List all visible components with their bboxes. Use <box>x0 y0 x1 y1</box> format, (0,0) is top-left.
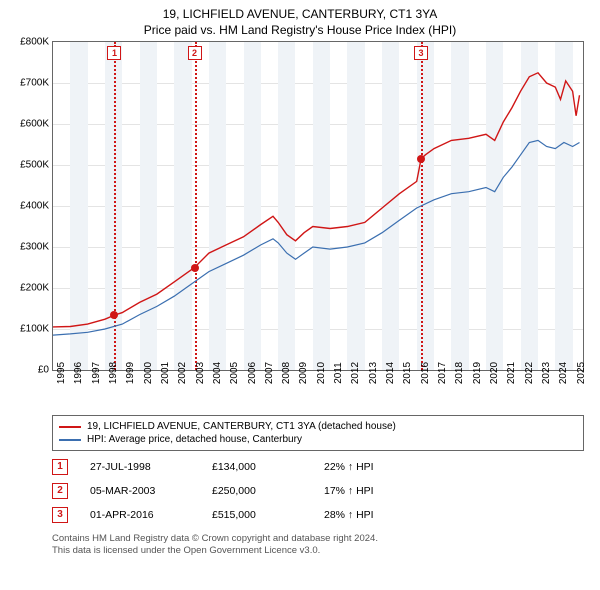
chart-subtitle: Price paid vs. HM Land Registry's House … <box>8 23 592 37</box>
x-axis-label: 2008 <box>281 362 292 384</box>
x-axis-label: 2023 <box>541 362 552 384</box>
x-axis-label: 2006 <box>247 362 258 384</box>
x-axis-label: 2001 <box>160 362 171 384</box>
legend-swatch <box>59 439 81 441</box>
x-axis-label: 2005 <box>229 362 240 384</box>
x-axis-label: 2015 <box>402 362 413 384</box>
y-axis-label: £700K <box>20 78 53 89</box>
x-axis-label: 1997 <box>91 362 102 384</box>
x-axis-label: 2007 <box>264 362 275 384</box>
legend-swatch <box>59 426 81 428</box>
x-axis-label: 2004 <box>212 362 223 384</box>
event-price: £250,000 <box>212 485 302 497</box>
event-row: 3 01-APR-2016 £515,000 28% ↑ HPI <box>52 503 584 527</box>
x-axis-labels: 1995199619971998199920002001200220032004… <box>52 371 584 409</box>
event-hpi: 28% ↑ HPI <box>324 509 584 521</box>
legend: 19, LICHFIELD AVENUE, CANTERBURY, CT1 3Y… <box>52 415 584 451</box>
y-axis-label: £800K <box>20 37 53 48</box>
event-row: 2 05-MAR-2003 £250,000 17% ↑ HPI <box>52 479 584 503</box>
series-line <box>53 73 580 327</box>
x-axis-label: 2014 <box>385 362 396 384</box>
page-root: 19, LICHFIELD AVENUE, CANTERBURY, CT1 3Y… <box>0 0 600 590</box>
series-svg <box>53 42 583 370</box>
events-table: 1 27-JUL-1998 £134,000 22% ↑ HPI 2 05-MA… <box>52 455 584 527</box>
event-badge: 1 <box>52 459 68 475</box>
legend-label: 19, LICHFIELD AVENUE, CANTERBURY, CT1 3Y… <box>87 421 396 432</box>
y-axis-label: £600K <box>20 119 53 130</box>
footer-line: Contains HM Land Registry data © Crown c… <box>52 533 584 545</box>
x-axis-label: 2025 <box>576 362 587 384</box>
x-axis-label: 2011 <box>333 362 344 384</box>
event-date: 01-APR-2016 <box>90 509 190 521</box>
x-axis-label: 2022 <box>524 362 535 384</box>
event-badge: 2 <box>52 483 68 499</box>
x-axis-label: 1999 <box>125 362 136 384</box>
legend-item: HPI: Average price, detached house, Cant… <box>59 433 577 446</box>
event-price: £134,000 <box>212 461 302 473</box>
x-axis-label: 2002 <box>177 362 188 384</box>
event-row: 1 27-JUL-1998 £134,000 22% ↑ HPI <box>52 455 584 479</box>
event-date: 27-JUL-1998 <box>90 461 190 473</box>
event-hpi: 17% ↑ HPI <box>324 485 584 497</box>
chart-title: 19, LICHFIELD AVENUE, CANTERBURY, CT1 3Y… <box>8 7 592 21</box>
x-axis-label: 2020 <box>489 362 500 384</box>
chart-area: £0£100K£200K£300K£400K£500K£600K£700K£80… <box>52 41 584 371</box>
x-axis-label: 2017 <box>437 362 448 384</box>
x-axis-label: 2010 <box>316 362 327 384</box>
legend-item: 19, LICHFIELD AVENUE, CANTERBURY, CT1 3Y… <box>59 420 577 433</box>
x-axis-label: 2021 <box>506 362 517 384</box>
x-axis-label: 1998 <box>108 362 119 384</box>
x-axis-label: 2019 <box>472 362 483 384</box>
x-axis-label: 2013 <box>368 362 379 384</box>
event-badge: 3 <box>52 507 68 523</box>
x-axis-label: 2012 <box>350 362 361 384</box>
plot-region: £0£100K£200K£300K£400K£500K£600K£700K£80… <box>52 41 584 371</box>
footer: Contains HM Land Registry data © Crown c… <box>52 533 584 558</box>
x-axis-label: 2003 <box>195 362 206 384</box>
series-line <box>53 140 580 335</box>
y-axis-label: £400K <box>20 201 53 212</box>
y-axis-label: £500K <box>20 160 53 171</box>
y-axis-label: £100K <box>20 324 53 335</box>
x-axis-label: 2018 <box>454 362 465 384</box>
x-axis-label: 2000 <box>143 362 154 384</box>
x-axis-label: 2009 <box>298 362 309 384</box>
event-date: 05-MAR-2003 <box>90 485 190 497</box>
x-axis-label: 2024 <box>558 362 569 384</box>
legend-label: HPI: Average price, detached house, Cant… <box>87 434 302 445</box>
y-axis-label: £200K <box>20 283 53 294</box>
x-axis-label: 1996 <box>73 362 84 384</box>
y-axis-label: £300K <box>20 242 53 253</box>
event-price: £515,000 <box>212 509 302 521</box>
y-axis-label: £0 <box>38 365 53 376</box>
footer-line: This data is licensed under the Open Gov… <box>52 545 584 557</box>
x-axis-label: 1995 <box>56 362 67 384</box>
x-axis-label: 2016 <box>420 362 431 384</box>
event-hpi: 22% ↑ HPI <box>324 461 584 473</box>
